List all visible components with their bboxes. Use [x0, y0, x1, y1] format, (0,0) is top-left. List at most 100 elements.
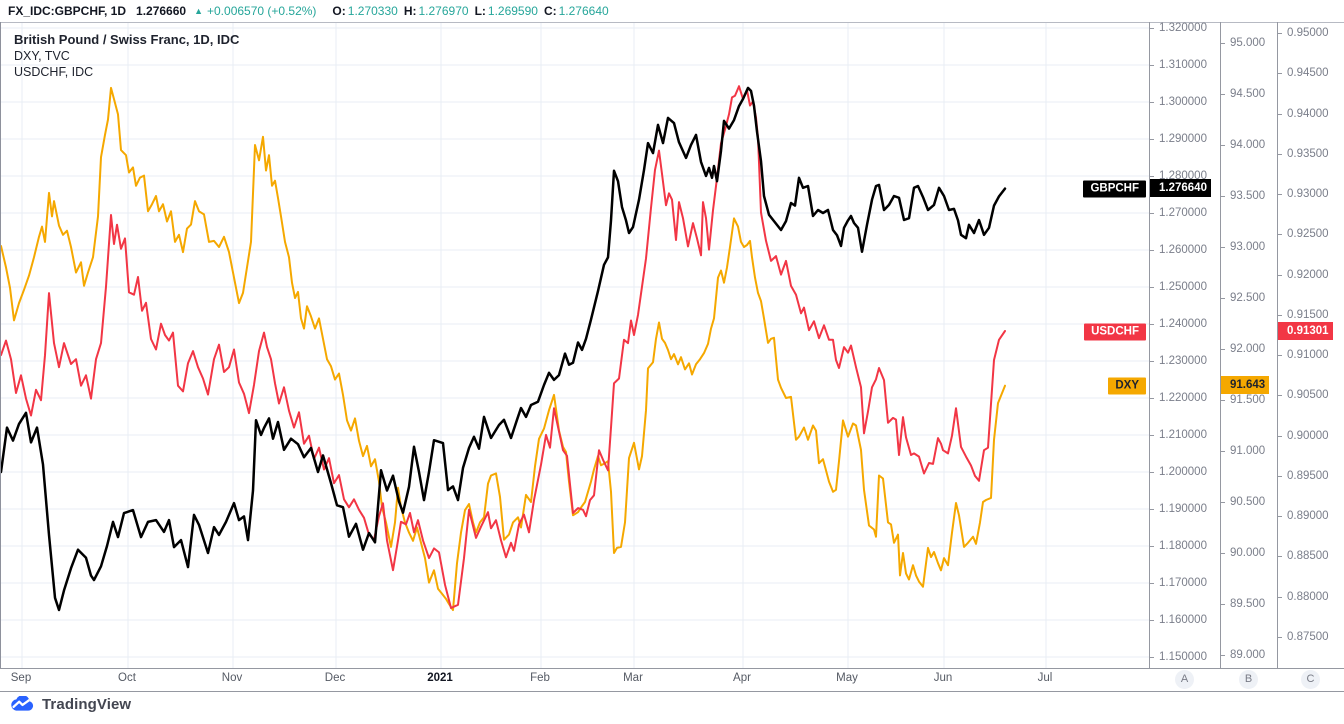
price-tick-label: 89.500 [1221, 597, 1265, 611]
price-tick-label: 90.500 [1221, 495, 1265, 509]
axis-price-label-gbpchf: 1.276640 [1150, 179, 1211, 197]
price-tick-label: 1.200000 [1150, 465, 1207, 479]
price-tick-label: 1.260000 [1150, 243, 1207, 257]
series-tag-dxy[interactable]: DXY [1108, 377, 1146, 395]
time-axis-label: Nov [221, 672, 243, 684]
open-label: O: [332, 4, 346, 18]
price-tick-label: 0.94500 [1278, 66, 1329, 80]
price-tick-label: 1.190000 [1150, 502, 1207, 516]
high-label: H: [403, 4, 417, 18]
scale-badge-a[interactable]: A [1175, 670, 1194, 689]
axis-separator [1277, 22, 1278, 691]
price-tick-label: 91.000 [1221, 444, 1265, 458]
up-arrow-icon: ▲ [194, 6, 203, 16]
price-tick-label: 95.000 [1221, 36, 1265, 50]
gridlines [1, 23, 1149, 668]
price-tick-label: 1.270000 [1150, 206, 1207, 220]
price-tick-label: 0.90000 [1278, 429, 1329, 443]
tradingview-logo-icon [11, 696, 34, 711]
price-tick-label: 0.88000 [1278, 590, 1329, 604]
price-tick-label: 0.92500 [1278, 227, 1329, 241]
axis-separator [1149, 22, 1150, 691]
price-tick-label: 1.210000 [1150, 428, 1207, 442]
high-value: 1.276970 [418, 4, 469, 18]
price-tick-label: 1.240000 [1150, 317, 1207, 331]
price-tick-label: 1.170000 [1150, 576, 1207, 590]
time-axis-label: 2021 [427, 672, 453, 684]
price-tick-label: 0.93000 [1278, 187, 1329, 201]
series-tag-gbpchf[interactable]: GBPCHF [1083, 180, 1146, 198]
price-tick-label: 0.88500 [1278, 549, 1329, 563]
time-axis[interactable]: Sep Oct Nov Dec 2021 Feb Mar Apr May Jun Jul A B C [0, 668, 1344, 692]
low-value: 1.269590 [487, 4, 538, 18]
price-tick-label: 0.95000 [1278, 26, 1329, 40]
time-axis-label: Feb [530, 672, 550, 684]
close-value: 1.276640 [558, 4, 609, 18]
price-tick-label: 94.500 [1221, 87, 1265, 101]
chart-legend: British Pound / Swiss Franc, 1D, IDC DXY… [14, 32, 239, 80]
price-tick-label: 92.000 [1221, 342, 1265, 356]
header-divider [0, 22, 1344, 23]
price-tick-label: 94.000 [1221, 138, 1265, 152]
time-axis-label: May [836, 672, 858, 684]
price-change: +0.006570 (+0.52%) [207, 4, 317, 18]
legend-compare-dxy[interactable]: DXY, TVC [14, 49, 70, 63]
legend-compare-usdchf[interactable]: USDCHF, IDC [14, 65, 94, 79]
price-tick-label: 0.89500 [1278, 469, 1329, 483]
symbol-name[interactable]: FX_IDC:GBPCHF, 1D [8, 4, 127, 18]
time-axis-label: Jul [1037, 672, 1053, 684]
chart-plot-area[interactable]: British Pound / Swiss Franc, 1D, IDC DXY… [1, 23, 1149, 668]
price-scale-dxy[interactable]: 95.000 94.500 94.000 93.500 93.000 92.500 92.0… [1221, 22, 1277, 668]
axis-separator [1220, 22, 1221, 691]
time-axis-label: Oct [118, 672, 136, 684]
last-price: 1.276660 [136, 4, 187, 18]
price-tick-label: 1.310000 [1150, 58, 1207, 72]
time-axis-label: Apr [733, 672, 751, 684]
price-tick-label: 0.93500 [1278, 147, 1329, 161]
tradingview-link[interactable]: TradingView [9, 696, 131, 713]
price-tick-label: 90.000 [1221, 546, 1265, 560]
plot-left-border [0, 22, 1, 668]
time-axis-label: Sep [10, 672, 32, 684]
scale-badge-c[interactable]: C [1301, 670, 1320, 689]
price-tick-label: 1.150000 [1150, 650, 1207, 664]
axis-price-label-usdchf: 0.91301 [1278, 322, 1333, 340]
axis-price-label-dxy: 91.643 [1221, 376, 1270, 394]
close-label: C: [543, 4, 557, 18]
price-scale-usdchf[interactable]: 0.95000 0.94500 0.94000 0.93500 0.93000 0.925… [1278, 22, 1344, 668]
price-tick-label: 0.91000 [1278, 348, 1329, 362]
time-axis-label: Jun [933, 672, 953, 684]
series-line-dxy [1, 86, 1006, 612]
price-tick-label: 93.500 [1221, 189, 1265, 203]
open-value: 1.270330 [347, 4, 398, 18]
price-tick-label: 1.230000 [1150, 354, 1207, 368]
price-tick-label: 1.220000 [1150, 391, 1207, 405]
footer-bar: TradingView [0, 692, 1344, 724]
price-tick-label: 0.87500 [1278, 630, 1329, 644]
price-tick-label: 93.000 [1221, 240, 1265, 254]
time-axis-label: Mar [623, 672, 643, 684]
price-tick-label: 89.000 [1221, 648, 1265, 662]
symbol-info-bar: FX_IDC:GBPCHF, 1D 1.276660 ▲ +0.006570 (… [0, 0, 1344, 22]
low-label: L: [474, 4, 486, 18]
price-tick-label: 92.500 [1221, 291, 1265, 305]
chart-canvas[interactable] [1, 23, 1149, 668]
price-tick-label: 0.89000 [1278, 509, 1329, 523]
scale-badge-b[interactable]: B [1239, 670, 1258, 689]
series-line-gbpchf [1, 86, 1007, 612]
price-tick-label: 0.94000 [1278, 107, 1329, 121]
price-tick-label: 1.160000 [1150, 613, 1207, 627]
time-axis-label: Dec [324, 672, 346, 684]
price-scale-gbpchf[interactable]: 1.320000 1.310000 1.300000 1.290000 1.280000… [1150, 22, 1220, 668]
series-line-usdchf [1, 85, 1006, 609]
price-tick-label: 1.320000 [1150, 21, 1207, 35]
series-tag-usdchf[interactable]: USDCHF [1084, 323, 1146, 341]
price-tick-label: 1.290000 [1150, 132, 1207, 146]
price-tick-label: 1.180000 [1150, 539, 1207, 553]
price-tick-label: 1.250000 [1150, 280, 1207, 294]
price-tick-label: 0.90500 [1278, 388, 1329, 402]
legend-main-symbol[interactable]: British Pound / Swiss Franc, 1D, IDC [14, 32, 240, 47]
price-tick-label: 0.91500 [1278, 308, 1329, 322]
tradingview-brand-text: TradingView [42, 696, 132, 713]
